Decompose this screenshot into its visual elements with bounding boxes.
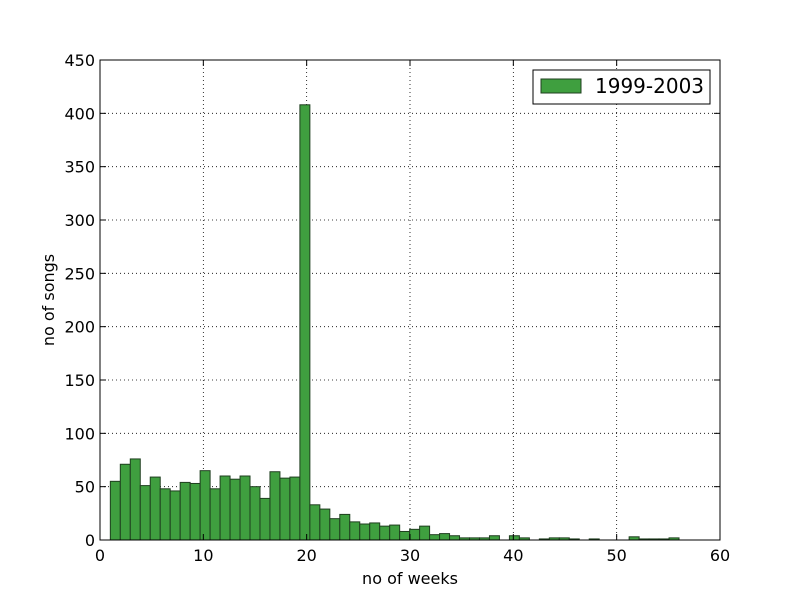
histogram-bar xyxy=(179,481,191,541)
histogram-bar xyxy=(169,490,181,541)
x-tick-label: 0 xyxy=(95,546,105,565)
histogram-bar xyxy=(359,523,371,541)
histogram-bar xyxy=(399,530,411,541)
histogram-bar xyxy=(269,471,281,541)
histogram-bar xyxy=(139,485,151,541)
y-tick-label: 450 xyxy=(64,51,95,70)
y-tick-label: 100 xyxy=(64,424,95,443)
histogram-bar xyxy=(329,518,341,541)
x-tick-label: 40 xyxy=(503,546,523,565)
legend-swatch xyxy=(540,78,582,94)
histogram-bar xyxy=(369,522,381,541)
y-tick-label: 200 xyxy=(64,318,95,337)
y-tick-label: 300 xyxy=(64,211,95,230)
histogram-bar xyxy=(249,486,261,541)
histogram-bar xyxy=(239,475,251,541)
x-tick-label: 60 xyxy=(710,546,730,565)
histogram-bar xyxy=(319,508,331,541)
x-axis-ticks: 0 10 20 30 40 50 60 xyxy=(95,60,730,565)
histogram-bar xyxy=(229,478,241,541)
histogram-bar xyxy=(508,535,520,541)
histogram-bar xyxy=(349,521,361,541)
histogram-bar xyxy=(209,488,221,541)
histogram-bar xyxy=(129,458,141,541)
histogram-bar xyxy=(279,477,291,541)
x-tick-label: 30 xyxy=(400,546,420,565)
y-axis-ticks: 0 50 100 150 200 250 300 350 400 450 xyxy=(64,51,720,550)
histogram-bar xyxy=(379,525,391,541)
histogram-bar xyxy=(439,533,451,541)
histogram-bar xyxy=(219,475,231,541)
histogram-bar xyxy=(299,104,311,541)
histogram-bar xyxy=(149,476,161,541)
histogram-bar xyxy=(289,476,301,541)
histogram-bar xyxy=(109,480,121,541)
x-axis-label: no of weeks xyxy=(362,569,458,588)
histogram-bar xyxy=(159,488,171,541)
x-tick-label: 50 xyxy=(606,546,626,565)
y-tick-label: 50 xyxy=(75,478,95,497)
x-tick-label: 20 xyxy=(296,546,316,565)
y-tick-label: 0 xyxy=(85,531,95,550)
y-tick-label: 350 xyxy=(64,158,95,177)
histogram-bar xyxy=(199,470,211,541)
legend-label: 1999-2003 xyxy=(595,74,704,98)
histogram-bar xyxy=(449,535,461,541)
histogram-bar xyxy=(389,524,401,541)
y-axis-label: no of songs xyxy=(39,254,58,346)
histogram-bar xyxy=(429,534,441,541)
histogram-bar xyxy=(488,535,500,541)
x-tick-label: 10 xyxy=(193,546,213,565)
y-tick-label: 250 xyxy=(64,264,95,283)
histogram-bar xyxy=(409,528,421,541)
y-tick-label: 400 xyxy=(64,104,95,123)
histogram-bar xyxy=(119,463,131,541)
legend: 1999-2003 xyxy=(532,69,711,105)
legend-box xyxy=(532,69,711,105)
histogram-bar xyxy=(419,525,431,541)
histogram-bar xyxy=(189,482,201,541)
y-tick-label: 150 xyxy=(64,371,95,390)
histogram-bar xyxy=(309,504,321,541)
histogram-bar xyxy=(339,513,351,541)
histogram-bar xyxy=(259,497,271,541)
